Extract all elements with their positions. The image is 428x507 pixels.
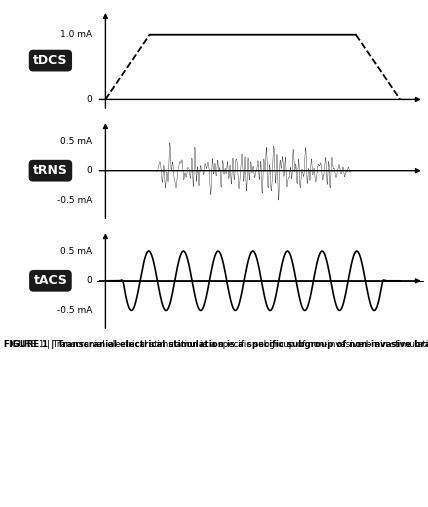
Text: 0.5 mA: 0.5 mA: [60, 136, 92, 146]
Text: 0.5 mA: 0.5 mA: [60, 246, 92, 256]
Text: 1.0 mA: 1.0 mA: [60, 30, 92, 39]
Text: -0.5 mA: -0.5 mA: [57, 306, 92, 315]
Text: 0: 0: [86, 276, 92, 285]
Text: tRNS: tRNS: [33, 164, 68, 177]
Text: 0: 0: [86, 166, 92, 175]
Text: 0: 0: [86, 95, 92, 104]
Text: FIGURE 1 | Transcranial electrical stimulation is a specific subgroup of non-inv: FIGURE 1 | Transcranial electrical stimu…: [4, 340, 428, 349]
Text: -0.5 mA: -0.5 mA: [57, 196, 92, 205]
Text: tACS: tACS: [33, 274, 67, 287]
Text: tDCS: tDCS: [33, 54, 68, 67]
Text: FIGURE 1 | Transcranial electrical stimulation is a specific subgroup of non-inv: FIGURE 1 | Transcranial electrical stimu…: [4, 340, 428, 349]
